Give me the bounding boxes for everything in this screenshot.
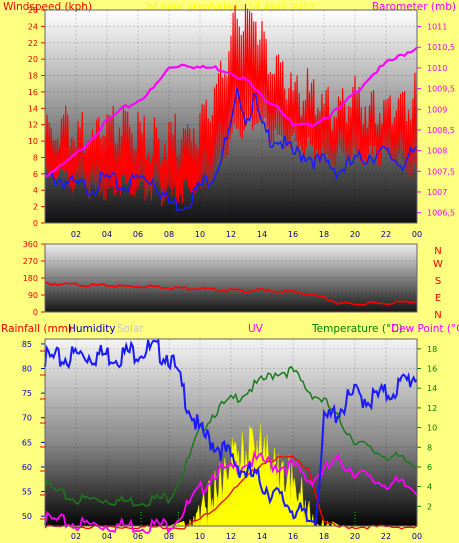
panel-direction-border <box>44 243 418 313</box>
dewpoint-series <box>44 450 418 535</box>
humidity-axis-label: Humidity <box>68 323 116 335</box>
windspeed-tick-label: 20 <box>28 55 38 64</box>
temperature-series <box>44 365 418 507</box>
direction-tick-label: 360 <box>23 240 38 249</box>
barometer-tick-label: 1010 <box>427 64 447 73</box>
bottom-x-tick-label: 06 <box>133 532 143 541</box>
solar-label: Solar <box>117 323 144 335</box>
direction-tick-label: 90 <box>28 291 38 300</box>
bottom-x-tick-label: 00 <box>412 532 422 541</box>
bottom-x-tick-label: 12 <box>226 532 236 541</box>
humidity-tick-label: 75 <box>22 389 32 398</box>
humidity-tick-label: 60 <box>22 463 32 472</box>
temperature-tick-label: 6 <box>427 463 432 472</box>
windspeed-tick-label: 8 <box>33 153 38 162</box>
wind-x-tick-label: 10 <box>195 230 205 239</box>
wind-x-tick-label: 22 <box>381 230 391 239</box>
wind-x-tick-label: 08 <box>164 230 174 239</box>
temperature-tick-label: 18 <box>427 345 437 354</box>
humidity-series <box>44 338 418 527</box>
panel-humidity-border <box>44 338 418 527</box>
temperature-tick-label: 14 <box>427 384 437 393</box>
compass-label: N <box>434 310 441 321</box>
compass-label: E <box>435 293 441 304</box>
barometer-tick-label: 1009 <box>427 105 447 114</box>
uv-label: UV <box>248 323 264 335</box>
temperature-tick-label: 2 <box>427 502 432 511</box>
barometer-tick-label: 1008 <box>427 147 447 156</box>
compass-label: N <box>434 246 441 257</box>
windspeed-tick-label: 24 <box>28 22 38 31</box>
windspeed-tick-label: 2 <box>33 203 38 212</box>
barometer-axis-label: Barometer (mb) <box>372 1 456 13</box>
bottom-x-tick-label: 14 <box>257 532 267 541</box>
temperature-tick-label: 8 <box>427 443 432 452</box>
windspeed-axis-label: Windspeed (kph) <box>3 1 92 13</box>
barometer-tick-label: 1009,5 <box>427 85 455 94</box>
wind-x-tick-label: 12 <box>226 230 236 239</box>
windspeed-tick-label: 22 <box>28 39 38 48</box>
wind-x-tick-label: 20 <box>350 230 360 239</box>
barometer-series <box>44 46 418 177</box>
windspeed-tick-label: 16 <box>28 88 38 97</box>
barometer-tick-label: 1006,5 <box>427 209 455 218</box>
humidity-tick-label: 80 <box>22 365 32 374</box>
windspeed-average-series <box>44 87 418 213</box>
windspeed-tick-label: 14 <box>28 104 38 113</box>
bottom-x-tick-label: 18 <box>319 532 329 541</box>
direction-tick-label: 0 <box>33 308 38 317</box>
panel-wind-border <box>44 9 418 224</box>
bottom-x-tick-label: 22 <box>381 532 391 541</box>
wind-x-tick-label: 04 <box>102 230 112 239</box>
barometer-tick-label: 1007,5 <box>427 167 455 176</box>
wind-x-tick-label: 02 <box>71 230 81 239</box>
barometer-tick-label: 1010,5 <box>427 43 455 52</box>
wind-x-tick-label: 14 <box>257 230 267 239</box>
bottom-x-tick-label: 10 <box>195 532 205 541</box>
temperature-tick-label: 4 <box>427 483 432 492</box>
barometer-tick-label: 1011 <box>427 23 447 32</box>
windspeed-tick-label: 10 <box>28 137 38 146</box>
bottom-x-tick-label: 04 <box>102 532 112 541</box>
direction-tick-label: 180 <box>23 274 38 283</box>
humidity-tick-label: 65 <box>22 438 32 447</box>
dewpoint-axis-label: Dew Point (°C) <box>391 323 459 335</box>
wind-direction-series <box>44 281 418 306</box>
compass-label: S <box>435 276 441 287</box>
temperature-tick-label: 12 <box>427 404 437 413</box>
panel-direction-background <box>45 244 417 312</box>
barometer-tick-label: 1008,5 <box>427 126 455 135</box>
windspeed-tick-label: 6 <box>33 170 38 179</box>
humidity-tick-label: 55 <box>22 488 32 497</box>
windspeed-tick-label: 4 <box>33 186 38 195</box>
windspeed-tick-label: 18 <box>28 72 38 81</box>
windspeed-gust-series <box>44 3 418 207</box>
wind-x-tick-label: 16 <box>288 230 298 239</box>
bottom-x-tick-label: 16 <box>288 532 298 541</box>
humidity-tick-label: 70 <box>22 414 32 423</box>
bottom-x-tick-label: 02 <box>71 532 81 541</box>
wind-x-tick-label: 00 <box>412 230 422 239</box>
wind-x-tick-label: 18 <box>319 230 329 239</box>
bottom-x-tick-label: 20 <box>350 532 360 541</box>
direction-tick-label: 270 <box>23 257 38 266</box>
rainfall-axis-label: Rainfall (mm) <box>1 323 72 335</box>
temperature-tick-label: 10 <box>427 424 437 433</box>
chart-date-title: 24 hour graph/day : 14 April 2022 <box>145 2 315 13</box>
temperature-tick-label: 16 <box>427 365 437 374</box>
windspeed-tick-label: 12 <box>28 121 38 130</box>
humidity-tick-label: 50 <box>22 512 32 521</box>
bottom-x-tick-label: 08 <box>164 532 174 541</box>
barometer-tick-label: 1007 <box>427 188 447 197</box>
windspeed-tick-label: 0 <box>33 219 38 228</box>
data-series <box>44 3 418 535</box>
temperature-axis-label: Temperature (°C) <box>311 323 403 335</box>
humidity-tick-label: 85 <box>22 340 32 349</box>
axis-ticks: 024681012141618202224261006,510071007,51… <box>22 6 455 541</box>
wind-x-tick-label: 06 <box>133 230 143 239</box>
compass-label: W <box>433 259 443 270</box>
windspeed-tick-label: 26 <box>28 6 38 15</box>
